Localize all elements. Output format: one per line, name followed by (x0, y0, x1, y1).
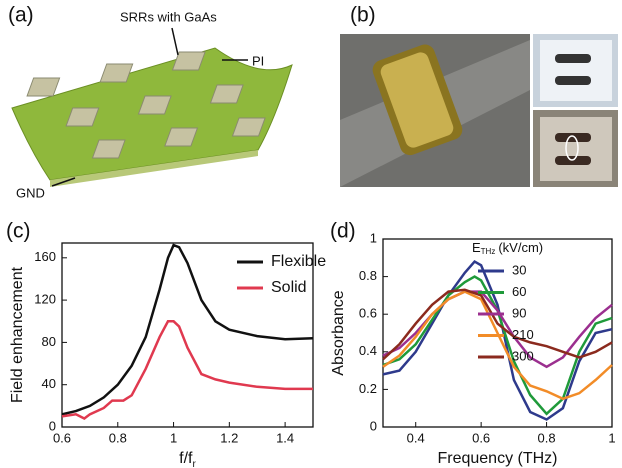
annotation: GND (16, 185, 45, 200)
legend-title: ETHz(kV/cm) (472, 240, 543, 256)
x-axis-label-text: Frequency (THz) (437, 450, 557, 467)
legend-title-subscript: THz (481, 247, 496, 256)
y-tick-label: 0.8 (359, 268, 377, 283)
x-tick-label: 1 (170, 430, 177, 445)
legend-label: 300 (512, 348, 534, 363)
x-axis-label: f/fr (179, 450, 196, 468)
line-series (62, 321, 313, 418)
panel-label: (b) (350, 4, 376, 27)
y-tick-label: 160 (34, 249, 56, 264)
legend-title-unit: (kV/cm) (498, 240, 543, 255)
y-tick-label: 1 (370, 230, 377, 245)
panel-label: (c) (6, 220, 31, 243)
y-axis-label: Field enhancement (9, 266, 26, 403)
legend-title-text: E (472, 240, 481, 255)
y-tick-label: 0.4 (359, 343, 377, 358)
annotation: PI (252, 53, 264, 68)
legend-label: 60 (512, 284, 526, 299)
annotation: SRRs with GaAs (120, 9, 217, 24)
y-tick-label: 0 (370, 418, 377, 433)
panel-label: (d) (330, 220, 356, 243)
x-axis-label-subscript: r (193, 459, 197, 468)
x-axis-label: Frequency (THz) (437, 450, 557, 467)
page: {"panels": {"a": {"label": "(a)", "annot… (0, 0, 622, 468)
legend-label: 90 (512, 305, 526, 320)
figure: (a) SRRs with GaAs PI GND (b) (c) 0.6 0.8 1… (0, 0, 622, 468)
y-tick-label: 120 (34, 292, 56, 307)
x-axis-label-text: f/f (179, 450, 193, 467)
x-tick-label: 1.2 (220, 430, 238, 445)
x-tick-label: 0.6 (472, 430, 490, 445)
x-tick-label: 0.8 (109, 430, 127, 445)
y-tick-label: 0.2 (359, 381, 377, 396)
device-photo (340, 34, 618, 187)
y-tick-label: 40 (42, 376, 56, 391)
y-tick-label: 80 (42, 334, 56, 349)
legend-label: Solid (271, 279, 307, 296)
legend-label: Flexible (271, 253, 326, 270)
x-tick-label: 0.4 (407, 430, 425, 445)
device-illustration (12, 28, 292, 187)
legend-label: 30 (512, 262, 526, 277)
legend-label: 210 (512, 327, 534, 342)
x-tick-label: 0.8 (538, 430, 556, 445)
y-tick-label: 0.6 (359, 306, 377, 321)
panel-label: (a) (8, 4, 34, 27)
x-tick-label: 1.4 (276, 430, 294, 445)
x-tick-label: 1 (608, 430, 615, 445)
y-tick-label: 0 (49, 418, 56, 433)
y-axis-label: Absorbance (330, 290, 347, 375)
